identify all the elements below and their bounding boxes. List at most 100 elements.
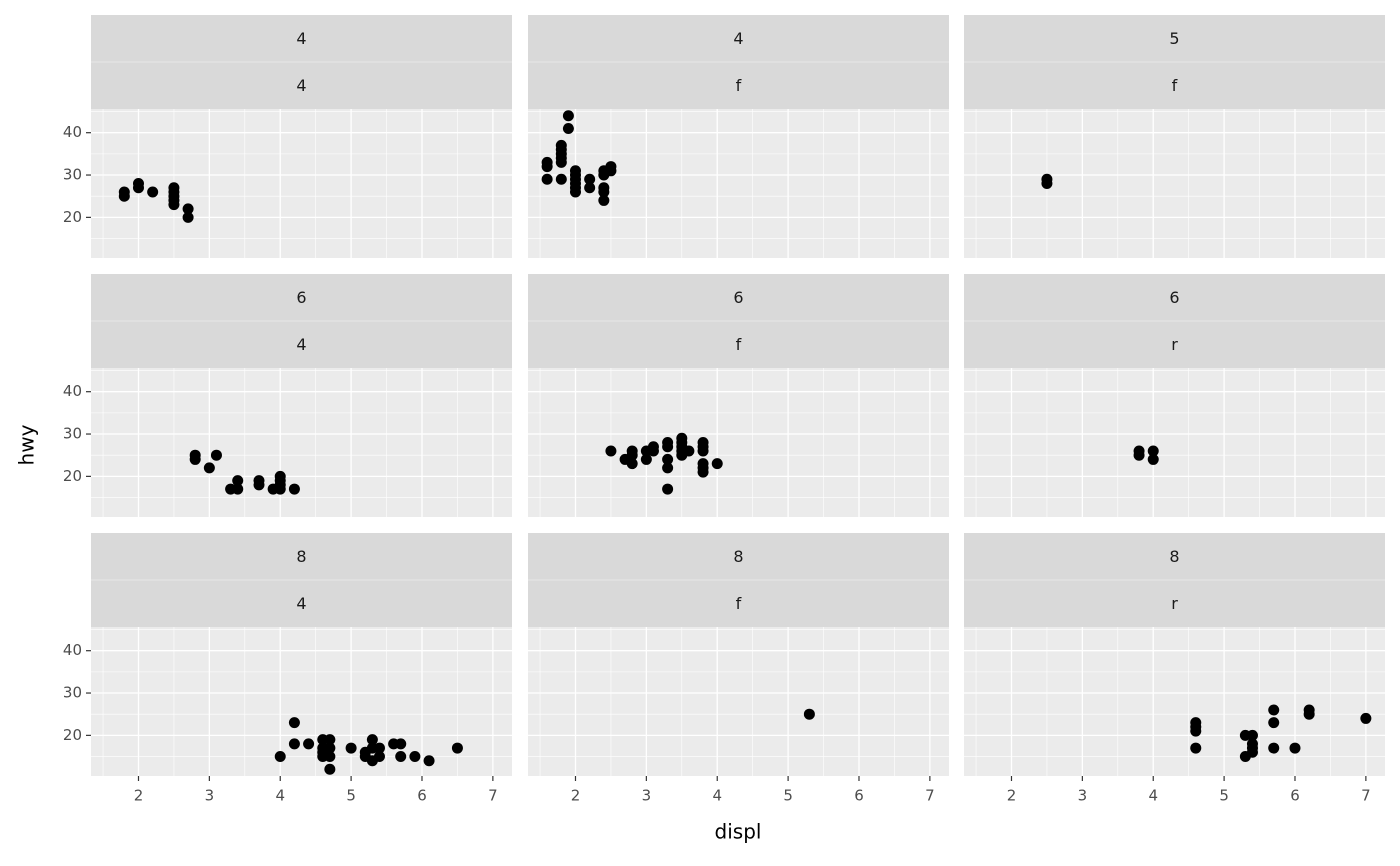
panel-background	[91, 627, 512, 776]
point	[373, 742, 385, 754]
point	[1190, 742, 1202, 754]
point	[232, 475, 244, 487]
point	[451, 742, 463, 754]
point	[662, 441, 674, 453]
point	[303, 738, 315, 750]
strip-label: 4	[296, 29, 306, 48]
y-tick-label: 40	[63, 382, 82, 400]
x-tick-label: 4	[712, 787, 722, 805]
strip-label: 4	[296, 594, 306, 613]
x-tick-label: 6	[417, 787, 427, 805]
point	[605, 445, 617, 457]
point	[274, 751, 286, 763]
point	[562, 122, 574, 134]
point	[232, 483, 244, 495]
strip-label: 6	[296, 288, 306, 307]
strip-label: f	[736, 76, 742, 95]
point	[598, 194, 610, 206]
panel-background	[964, 109, 1385, 258]
point	[132, 178, 144, 189]
x-tick-label: 6	[1290, 787, 1300, 805]
point	[640, 453, 652, 465]
point	[711, 458, 723, 470]
y-tick-label: 20	[63, 726, 82, 744]
point	[182, 203, 194, 215]
point	[569, 186, 581, 198]
point	[324, 734, 336, 746]
panel-background	[964, 627, 1385, 776]
point	[697, 445, 709, 457]
y-tick-label: 20	[63, 208, 82, 226]
point	[182, 211, 194, 223]
strip-label: r	[1171, 594, 1178, 613]
strip-label: f	[1172, 76, 1178, 95]
point	[1041, 178, 1053, 189]
strip-label: 4	[733, 29, 743, 48]
point	[1147, 453, 1159, 465]
point	[366, 734, 378, 746]
panel-background	[91, 368, 512, 517]
point	[555, 173, 567, 185]
strip-label: 4	[296, 76, 306, 95]
point	[1268, 704, 1280, 716]
point	[662, 453, 674, 465]
point	[288, 717, 300, 729]
strip-label: 6	[733, 288, 743, 307]
point	[210, 449, 222, 461]
panel-background	[91, 109, 512, 258]
x-tick-label: 5	[1219, 787, 1229, 805]
strip-label: 8	[296, 547, 306, 566]
point	[345, 742, 357, 754]
point	[662, 483, 674, 495]
point	[168, 199, 180, 211]
point	[373, 751, 385, 763]
point	[253, 479, 265, 491]
point	[1190, 725, 1202, 737]
point	[288, 483, 300, 495]
point	[647, 445, 659, 457]
point	[1268, 717, 1280, 729]
x-tick-label: 5	[783, 787, 793, 805]
point	[1246, 746, 1258, 758]
x-tick-label: 2	[1007, 787, 1017, 805]
y-axis-title: hwy	[15, 424, 39, 465]
point	[626, 458, 638, 470]
point	[203, 462, 215, 474]
x-tick-label: 4	[1148, 787, 1158, 805]
x-tick-label: 2	[571, 787, 581, 805]
point	[324, 763, 336, 775]
x-tick-label: 3	[642, 787, 652, 805]
point	[409, 751, 421, 763]
point	[1303, 708, 1315, 720]
y-tick-label: 40	[63, 123, 82, 141]
point	[662, 462, 674, 474]
strip-label: f	[736, 335, 742, 354]
point	[541, 161, 553, 173]
x-tick-label: 7	[925, 787, 935, 805]
point	[118, 186, 130, 198]
x-tick-label: 7	[488, 787, 498, 805]
point	[555, 156, 567, 168]
x-tick-label: 2	[134, 787, 144, 805]
point	[288, 738, 300, 750]
strip-label: 5	[1169, 29, 1179, 48]
point	[562, 110, 574, 122]
strip-label: 4	[296, 335, 306, 354]
point	[1289, 742, 1301, 754]
point	[697, 466, 709, 478]
point	[598, 186, 610, 198]
point	[324, 751, 336, 763]
y-tick-label: 40	[63, 641, 82, 659]
point	[584, 182, 596, 194]
point	[1133, 449, 1145, 461]
point	[274, 483, 286, 495]
y-tick-label: 30	[63, 425, 82, 443]
point	[324, 742, 336, 754]
x-tick-label: 3	[1078, 787, 1088, 805]
panel-background	[528, 627, 949, 776]
x-tick-label: 3	[205, 787, 215, 805]
strip-label: f	[736, 594, 742, 613]
point	[147, 186, 159, 198]
strip-label: r	[1171, 335, 1178, 354]
